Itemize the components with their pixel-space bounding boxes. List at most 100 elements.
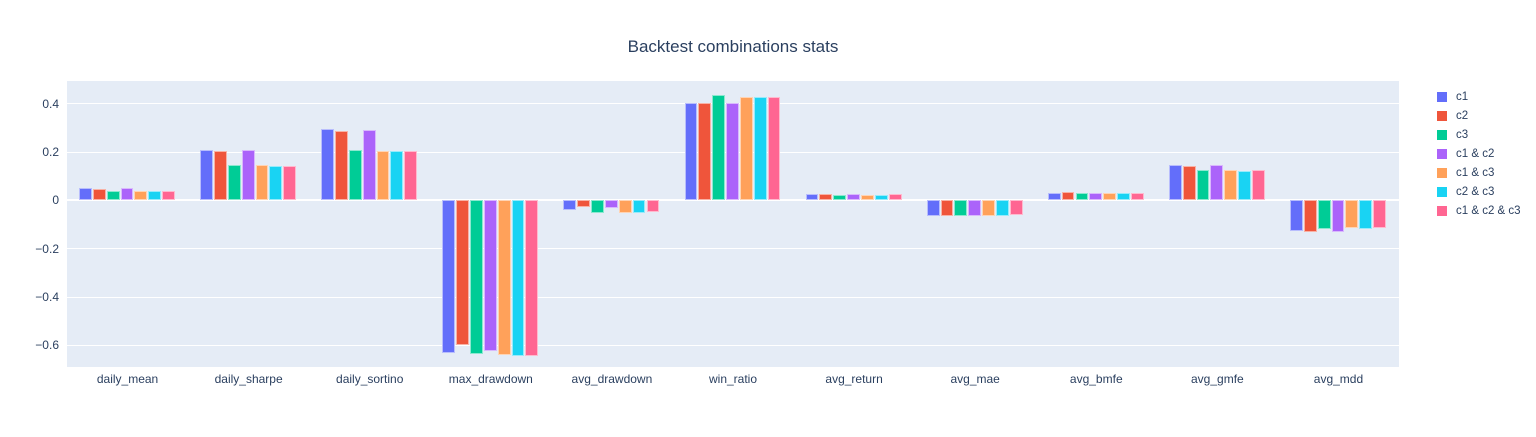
bar-c1-c3-avg_bmfe[interactable]: [1103, 193, 1116, 201]
bar-c1-avg_mae[interactable]: [926, 200, 940, 217]
bar-c1-c2-c3-avg_mdd[interactable]: [1373, 200, 1386, 228]
bar-c2-max_drawdown[interactable]: [456, 200, 470, 346]
bar-c1-c3-daily_sharpe[interactable]: [255, 165, 269, 201]
bar-c3-avg_mae[interactable]: [954, 200, 968, 217]
bar-c2-c3-avg_gmfe[interactable]: [1238, 171, 1251, 201]
bar-c1-c2-avg_return[interactable]: [847, 194, 860, 201]
bar-c1-c2-max_drawdown[interactable]: [483, 200, 497, 352]
bar-c3-daily_sortino[interactable]: [348, 149, 362, 201]
bar-c1-c3-daily_sortino[interactable]: [376, 150, 390, 201]
bar-c2-avg_return[interactable]: [819, 194, 833, 201]
bar-c2-c3-daily_mean[interactable]: [148, 190, 162, 201]
bar-c2-avg_gmfe[interactable]: [1182, 166, 1196, 201]
x-tick-label-daily_mean: daily_mean: [96, 372, 159, 386]
bar-c2-c3-avg_return[interactable]: [874, 194, 888, 201]
bar-c1-c2-avg_bmfe[interactable]: [1089, 192, 1103, 201]
bar-c1-c2-c3-daily_mean[interactable]: [162, 190, 175, 201]
bar-c1-c3-win_ratio[interactable]: [739, 96, 753, 201]
bar-c2-c3-avg_drawdown[interactable]: [632, 200, 646, 213]
legend-item-c2-c3[interactable]: c2 & c3: [1437, 182, 1521, 201]
legend-swatch: [1437, 205, 1447, 216]
x-tick-label-max_drawdown: max_drawdown: [448, 372, 533, 386]
bar-c2-avg_drawdown[interactable]: [577, 200, 591, 208]
bar-c3-daily_sharpe[interactable]: [227, 164, 241, 201]
bar-c1-c2-c3-avg_gmfe[interactable]: [1251, 170, 1265, 201]
bar-c1-c2-win_ratio[interactable]: [726, 102, 739, 201]
bar-c1-c3-avg_return[interactable]: [860, 194, 874, 201]
bar-c2-c3-avg_mae[interactable]: [995, 200, 1009, 217]
bar-c1-c2-avg_mae[interactable]: [968, 200, 982, 217]
bar-c2-daily_sharpe[interactable]: [214, 150, 227, 201]
bar-c1-c3-avg_drawdown[interactable]: [618, 200, 632, 213]
legend-item-c3[interactable]: c3: [1437, 125, 1521, 144]
legend-swatch: [1437, 167, 1447, 178]
bar-c1-c3-max_drawdown[interactable]: [497, 200, 511, 355]
bar-c1-c2-c3-avg_drawdown[interactable]: [646, 200, 660, 212]
bar-c2-c3-max_drawdown[interactable]: [511, 200, 525, 357]
bar-c2-daily_sortino[interactable]: [335, 130, 348, 201]
bar-c1-c2-c3-daily_sharpe[interactable]: [283, 166, 297, 201]
bar-c2-daily_mean[interactable]: [92, 189, 106, 201]
bar-c1-daily_sortino[interactable]: [321, 129, 335, 201]
bar-c2-avg_mdd[interactable]: [1303, 200, 1317, 233]
bar-group-daily_sharpe: [188, 81, 309, 367]
bar-c3-max_drawdown[interactable]: [470, 200, 483, 354]
bar-c2-avg_mae[interactable]: [940, 200, 954, 217]
bar-c2-c3-avg_bmfe[interactable]: [1117, 193, 1130, 201]
bar-c2-c3-win_ratio[interactable]: [753, 96, 767, 201]
bar-c3-avg_drawdown[interactable]: [591, 200, 604, 213]
bar-c1-avg_bmfe[interactable]: [1047, 192, 1061, 201]
bar-c1-c2-c3-avg_mae[interactable]: [1009, 200, 1023, 215]
bar-c1-c2-daily_sharpe[interactable]: [241, 149, 255, 201]
bar-c3-avg_return[interactable]: [833, 194, 847, 201]
legend-item-c1-c3[interactable]: c1 & c3: [1437, 163, 1521, 182]
bar-c1-max_drawdown[interactable]: [442, 200, 456, 353]
bar-c1-c2-c3-max_drawdown[interactable]: [525, 200, 539, 357]
bar-c2-c3-daily_sharpe[interactable]: [269, 166, 283, 201]
legend-item-c2[interactable]: c2: [1437, 106, 1521, 125]
bar-c1-avg_return[interactable]: [805, 194, 819, 201]
legend-swatch: [1437, 91, 1447, 102]
bar-c1-c2-daily_mean[interactable]: [120, 188, 134, 201]
bar-c1-c2-daily_sortino[interactable]: [362, 129, 376, 201]
bar-c1-avg_drawdown[interactable]: [563, 200, 577, 210]
bar-c3-avg_bmfe[interactable]: [1075, 193, 1089, 201]
bar-group-max_drawdown: [430, 81, 551, 367]
x-tick-label-avg_mae: avg_mae: [950, 372, 1000, 386]
legend-label: c1 & c2: [1456, 147, 1495, 160]
gridline: [67, 344, 1399, 346]
bar-c1-c3-avg_mdd[interactable]: [1345, 200, 1359, 228]
bar-c3-avg_mdd[interactable]: [1317, 200, 1331, 230]
bar-c1-daily_mean[interactable]: [79, 188, 92, 201]
bar-c1-c2-c3-daily_sortino[interactable]: [404, 151, 418, 201]
bar-c3-daily_mean[interactable]: [106, 190, 120, 201]
bar-c1-daily_sharpe[interactable]: [200, 149, 213, 201]
bar-c2-avg_bmfe[interactable]: [1061, 192, 1075, 201]
bar-c3-win_ratio[interactable]: [712, 95, 726, 201]
bar-c1-c3-daily_mean[interactable]: [134, 190, 148, 201]
bar-c1-win_ratio[interactable]: [684, 102, 698, 201]
x-tick-label-avg_bmfe: avg_bmfe: [1069, 372, 1123, 386]
legend-swatch: [1437, 186, 1447, 197]
bar-c2-c3-avg_mdd[interactable]: [1359, 200, 1373, 230]
bar-group-avg_gmfe: [1157, 81, 1278, 367]
bar-c1-c3-avg_mae[interactable]: [982, 200, 995, 217]
legend-item-c1-c2-c3[interactable]: c1 & c2 & c3: [1437, 201, 1521, 220]
bar-c1-c2-avg_mdd[interactable]: [1331, 200, 1345, 233]
bar-c2-win_ratio[interactable]: [698, 102, 712, 201]
bar-c1-avg_gmfe[interactable]: [1168, 165, 1182, 201]
bar-c1-c2-c3-avg_return[interactable]: [888, 194, 902, 201]
bar-c1-c3-avg_gmfe[interactable]: [1224, 170, 1238, 201]
bar-c1-c2-avg_gmfe[interactable]: [1210, 165, 1224, 201]
bar-c1-avg_mdd[interactable]: [1290, 200, 1303, 232]
bar-group-daily_mean: [67, 81, 188, 367]
bar-c1-c2-c3-win_ratio[interactable]: [767, 96, 781, 201]
bar-c2-c3-daily_sortino[interactable]: [390, 151, 404, 201]
legend-label: c2: [1456, 109, 1469, 122]
bar-c3-avg_gmfe[interactable]: [1196, 169, 1210, 201]
legend-item-c1-c2[interactable]: c1 & c2: [1437, 144, 1521, 163]
bar-c1-c2-c3-avg_bmfe[interactable]: [1130, 192, 1144, 201]
legend-item-c1[interactable]: c1: [1437, 87, 1521, 106]
bar-c1-c2-avg_drawdown[interactable]: [604, 200, 618, 209]
